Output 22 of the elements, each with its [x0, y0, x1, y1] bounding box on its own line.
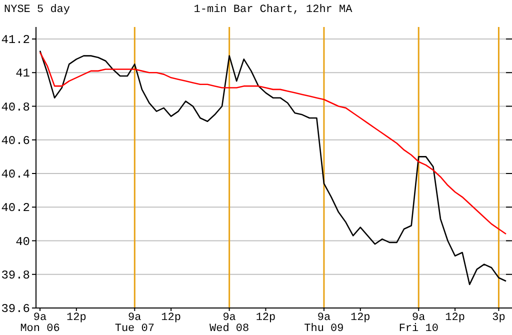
x-tick-label: 9a Tue 07: [114, 312, 154, 335]
line-series: [39, 52, 507, 235]
y-tick-label: 40: [16, 234, 30, 249]
x-tick-label: 3p: [492, 312, 506, 324]
y-tick-label: 41.2: [1, 33, 30, 47]
y-tick-label: 39.8: [1, 268, 30, 282]
y-tick-label: 41: [16, 66, 30, 81]
x-tick-label: 9a Thu 09: [304, 312, 344, 335]
y-tick-label: 40.8: [1, 100, 30, 114]
y-tick-label: 40.2: [1, 201, 30, 216]
x-tick-label: 12p: [445, 312, 465, 324]
chart-subtitle: NYSE 5 day: [4, 4, 70, 16]
line-series: [39, 50, 507, 286]
chart-title: 1-min Bar Chart, 12hr MA: [194, 4, 353, 16]
x-tick-label: 12p: [256, 312, 276, 324]
x-tick-label: 9a Wed 08: [210, 312, 250, 335]
x-tick-label: 9a Fri 10: [398, 312, 438, 335]
y-tick-label: 40.6: [1, 134, 30, 148]
y-tick-label: 40.4: [1, 168, 30, 182]
x-tick-label: 12p: [66, 312, 86, 324]
x-tick-label: 12p: [161, 312, 181, 324]
x-tick-label: 12p: [350, 312, 370, 324]
